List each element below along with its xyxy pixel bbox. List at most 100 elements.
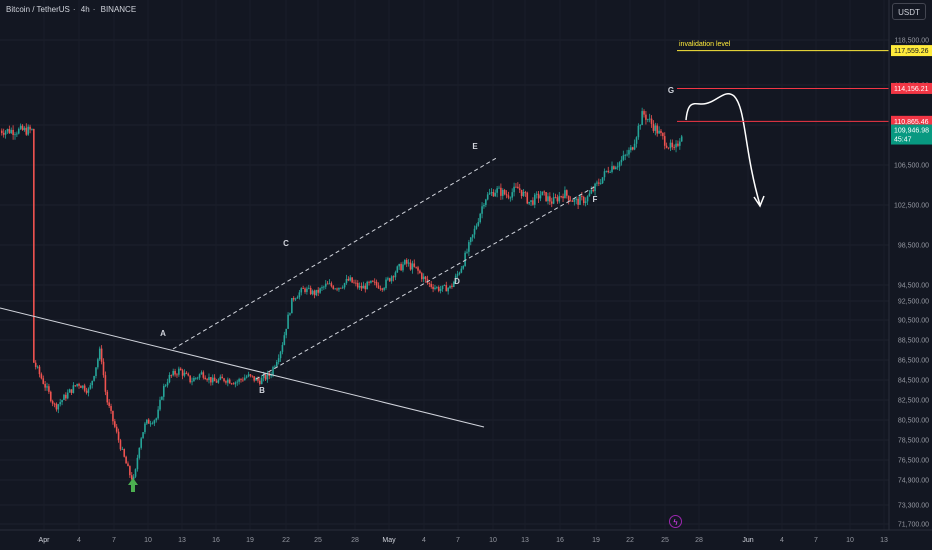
candle-body	[336, 288, 338, 290]
candle-body	[306, 288, 308, 292]
candle-body	[677, 143, 679, 146]
wave-label-e: E	[472, 142, 478, 151]
candle-body	[407, 262, 410, 264]
candle-body	[272, 367, 274, 375]
candle-body	[283, 335, 286, 345]
candle-body	[584, 201, 587, 204]
candle-body	[127, 463, 129, 467]
price-axis[interactable]: 118,500.00114,500.00110,500.00106,500.00…	[888, 0, 929, 530]
candle-body	[349, 277, 352, 281]
candle-body	[520, 189, 523, 196]
candle-body	[545, 192, 547, 202]
candle-body	[673, 147, 675, 148]
candle-body	[477, 222, 480, 226]
candle-body	[323, 286, 325, 288]
candle-body	[174, 370, 176, 375]
candle-body	[153, 420, 156, 424]
candle-body	[168, 374, 171, 383]
candle-body	[285, 328, 287, 336]
candle-body	[130, 475, 133, 480]
candle-body	[277, 358, 280, 362]
candle-body	[413, 263, 416, 267]
candle-body	[377, 285, 380, 289]
candle-body	[398, 264, 400, 267]
wave-label-a: A	[160, 329, 166, 338]
candle-body	[281, 344, 284, 352]
candle-body	[360, 286, 363, 289]
candle-body	[172, 370, 174, 376]
date-tick-label: 7	[112, 537, 116, 544]
candle-body	[541, 191, 544, 196]
candle-body	[315, 289, 318, 296]
candle-body	[364, 285, 367, 290]
candle-body	[255, 378, 257, 381]
candle-body	[630, 147, 632, 151]
candle-body	[524, 191, 527, 193]
candle-body	[645, 114, 647, 120]
candle-body	[296, 297, 299, 299]
candle-body	[614, 167, 617, 170]
candle-body	[324, 283, 327, 287]
candle-body	[270, 374, 272, 377]
candle-body	[51, 401, 54, 404]
candle-body	[179, 368, 182, 371]
candle-body	[319, 288, 321, 293]
candle-body	[155, 418, 158, 421]
price-tick-label: 92,500.00	[898, 299, 929, 306]
candle-body	[358, 286, 361, 288]
candle-body	[292, 298, 295, 300]
candle-body	[496, 188, 498, 193]
candle-body	[385, 279, 387, 288]
candle-body	[509, 197, 512, 199]
candle-body	[535, 193, 538, 195]
candle-body	[437, 287, 440, 291]
time-axis[interactable]: Apr 4 7 10 13 16 19 22 25 28 May 4 7 10 13 16 19 22 25 28 Ju…	[0, 529, 932, 544]
price-tick-label: 82,500.00	[898, 398, 929, 405]
candle-body	[123, 449, 126, 457]
candle-body	[415, 266, 417, 268]
candle-body	[662, 133, 664, 137]
channel-lower-line[interactable]	[255, 185, 597, 380]
candle-body	[210, 377, 212, 383]
date-tick-label: 13	[880, 537, 888, 544]
candle-body	[48, 386, 50, 392]
interval: 4h	[80, 5, 90, 14]
candle-body	[471, 234, 474, 238]
lightning-icon[interactable]: ϟ	[669, 515, 682, 528]
candle-body	[590, 189, 593, 194]
candle-body	[533, 194, 536, 205]
candle-body	[443, 285, 446, 286]
currency-unit-button[interactable]: USDT	[892, 3, 926, 20]
date-tick-label: 7	[456, 537, 460, 544]
projection-curve	[685, 93, 761, 206]
candle-body	[388, 278, 391, 282]
price-tick-label: 84,500.00	[898, 378, 929, 385]
candle-body	[76, 383, 78, 386]
price-tick-label: 74,900.00	[898, 478, 929, 485]
candle-body	[61, 400, 63, 403]
candle-body	[492, 192, 495, 197]
candle-body	[159, 399, 161, 410]
candle-body	[74, 385, 77, 387]
candle-body	[447, 287, 449, 292]
drawings	[0, 93, 765, 492]
candle-body	[121, 449, 124, 450]
candle-body	[558, 196, 561, 202]
price-tick-label: 94,500.00	[898, 283, 929, 290]
candle-body	[140, 438, 142, 448]
candle-body	[151, 423, 154, 425]
candle-body	[161, 396, 163, 400]
candle-body	[581, 196, 583, 198]
candle-body	[650, 118, 653, 124]
candle-body	[204, 377, 207, 380]
candle-body	[577, 198, 579, 205]
falling-trendline[interactable]	[0, 307, 485, 428]
candle-body	[119, 440, 122, 450]
candle-body	[601, 177, 604, 184]
wave-label-b: B	[259, 386, 265, 395]
candle-body	[458, 272, 461, 274]
candle-body	[193, 377, 195, 382]
date-tick-label: Apr	[39, 537, 51, 544]
